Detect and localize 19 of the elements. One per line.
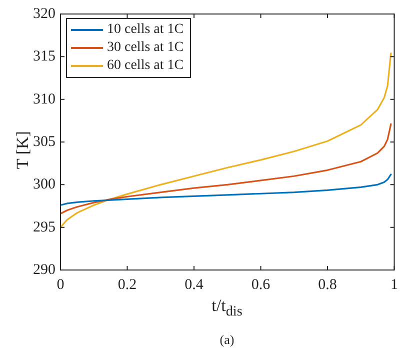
x-tick-label: 0.4	[184, 276, 204, 293]
text: (a)	[218, 332, 236, 348]
x-tick-label: 0	[56, 276, 64, 293]
y-axis-title: T [K]	[12, 131, 33, 169]
y-tick-label: 290	[33, 262, 56, 278]
y-tick-label: 320	[33, 6, 56, 22]
legend-label: 10 cells at 1C	[107, 21, 184, 39]
y-tick-label: 300	[33, 176, 56, 193]
x-tick-label: 1	[390, 276, 398, 293]
x-tick-label: 0.6	[251, 276, 271, 293]
x-tick-label: 0.8	[318, 276, 337, 293]
x-axis-title: t/t$_{dis}$	[210, 296, 244, 320]
y-tick-label: 310	[33, 91, 56, 108]
x-tick-label: 0.2	[118, 276, 137, 293]
y-tick-label: 305	[33, 134, 56, 150]
y-tick-label: 315	[33, 48, 56, 65]
legend-label: 30 cells at 1C	[107, 39, 184, 57]
y-tick-label: 295	[33, 219, 56, 236]
legend-label: 60 cells at 1C	[107, 57, 184, 75]
